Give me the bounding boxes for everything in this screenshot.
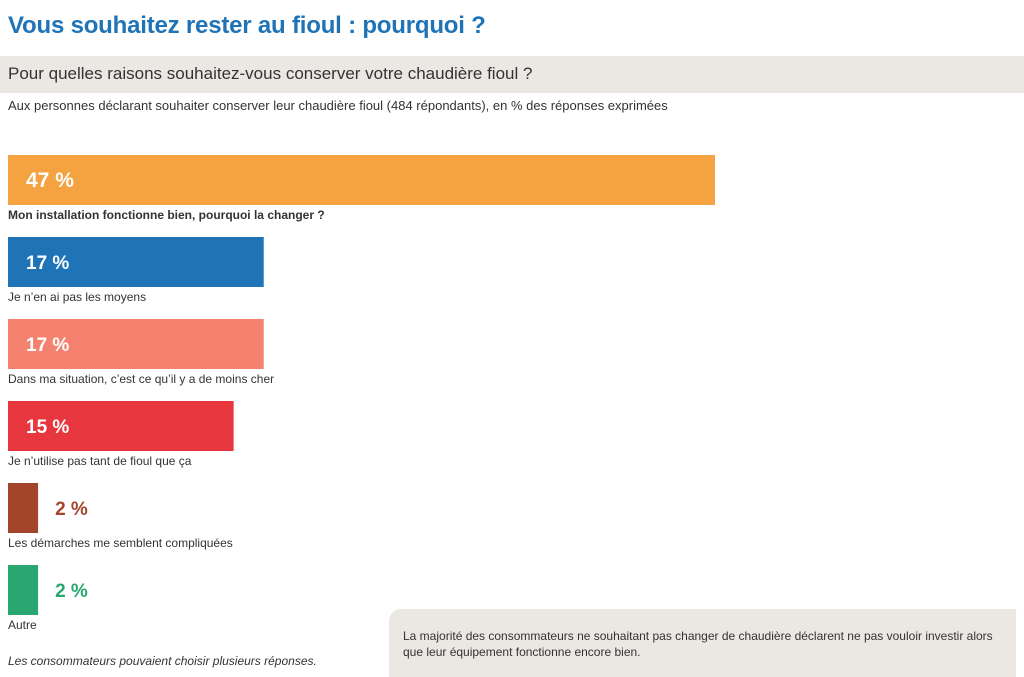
category-label-3: Dans ma situation, c’est ce qu’il y a de… [8,372,274,386]
value-label-4: 15 % [26,417,69,438]
bar-5 [8,483,39,533]
value-label-6: 2 % [55,581,88,602]
chart-note: Aux personnes déclarant souhaiter conser… [8,98,668,113]
footnote: Les consommateurs pouvaient choisir plus… [8,654,317,668]
value-label-3: 17 % [26,335,69,356]
callout-box: La majorité des consommateurs ne souhait… [389,609,1016,677]
bar-6 [8,565,39,615]
category-label-6: Autre [8,618,37,632]
bar-1 [8,155,715,205]
subtitle-band [0,56,1024,93]
callout-text: La majorité des consommateurs ne souhait… [403,629,993,659]
chart-subtitle: Pour quelles raisons souhaitez-vous cons… [8,64,533,83]
value-label-1: 47 % [26,169,74,192]
bar-3 [8,319,264,369]
value-label-5: 2 % [55,499,88,520]
category-label-2: Je n’en ai pas les moyens [8,290,146,304]
category-label-5: Les démarches me semblent compliquées [8,536,233,550]
bar-2 [8,237,264,287]
value-label-2: 17 % [26,253,69,274]
page-title: Vous souhaitez rester au fioul : pourquo… [8,12,486,39]
category-label-4: Je n’utilise pas tant de fioul que ça [8,454,192,468]
bar-4 [8,401,234,451]
category-label-1: Mon installation fonctionne bien, pourqu… [8,208,325,222]
